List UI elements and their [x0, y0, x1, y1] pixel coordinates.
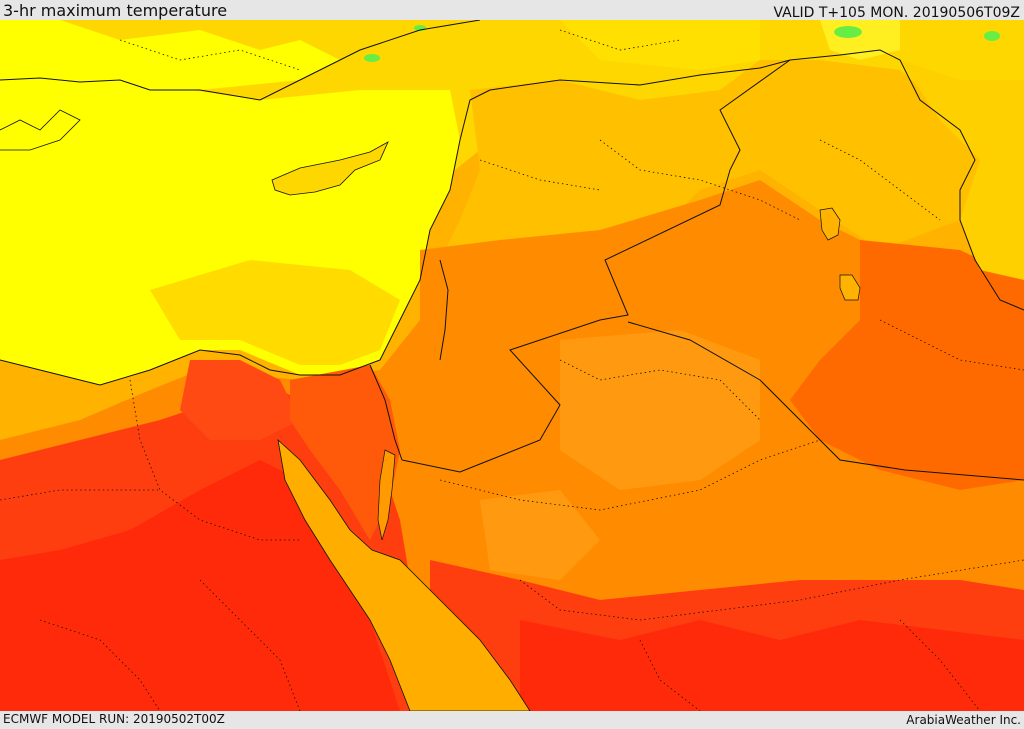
- mediterranean-coastline: [0, 89, 491, 386]
- rub-al-khali-hot-zone: [520, 620, 1024, 711]
- mesopotamia-deep-orange-zone: [790, 240, 1024, 490]
- valid-time: VALID T+105 MON. 20190506T09Z: [773, 5, 1020, 21]
- cool-spot-west: [364, 54, 380, 62]
- hejaz-orange-patch: [480, 490, 600, 580]
- sahara-hot-zone: [0, 460, 400, 711]
- anatolia-yellow-zone: [560, 20, 760, 70]
- central-orange-patch: [560, 330, 760, 490]
- nile-delta-zone: [180, 360, 300, 440]
- zagros-gold-zone: [900, 60, 1024, 280]
- credit-label: ArabiaWeather Inc.: [906, 713, 1021, 727]
- aegean-islands: [0, 109, 81, 151]
- map-title: 3-hr maximum temperature: [3, 1, 228, 20]
- aegean-yellow-zone: [0, 20, 340, 90]
- saudi-iraq-border: [627, 321, 1024, 481]
- syria-turkey-border: [489, 59, 791, 91]
- iraq-iran-border: [789, 49, 1024, 311]
- map-canvas: [0, 20, 1024, 711]
- red-sea: [277, 438, 531, 711]
- cool-highland-spot-east: [984, 31, 1000, 41]
- levant-amber-zone: [440, 60, 980, 280]
- egypt-israel-border: [369, 364, 403, 461]
- footer-bar: [0, 711, 1024, 729]
- eastern-med-gold-zone: [150, 260, 400, 365]
- temperature-map: [0, 20, 1024, 711]
- cool-highland-spot: [834, 26, 862, 38]
- internal-boundaries: [0, 29, 1024, 711]
- turkey-coastline: [0, 20, 481, 101]
- model-run-label: ECMWF MODEL RUN: 20190502T00Z: [3, 712, 225, 726]
- cyprus-island: [271, 141, 389, 196]
- gulf-of-aqaba: [377, 449, 396, 541]
- header-bar: [0, 0, 1024, 20]
- jordan-syria-border: [401, 59, 791, 473]
- jordan-valley: [439, 259, 449, 361]
- sinai-zone: [290, 365, 400, 540]
- lake-tharthar: [819, 207, 841, 241]
- lake-razzaza: [839, 274, 861, 301]
